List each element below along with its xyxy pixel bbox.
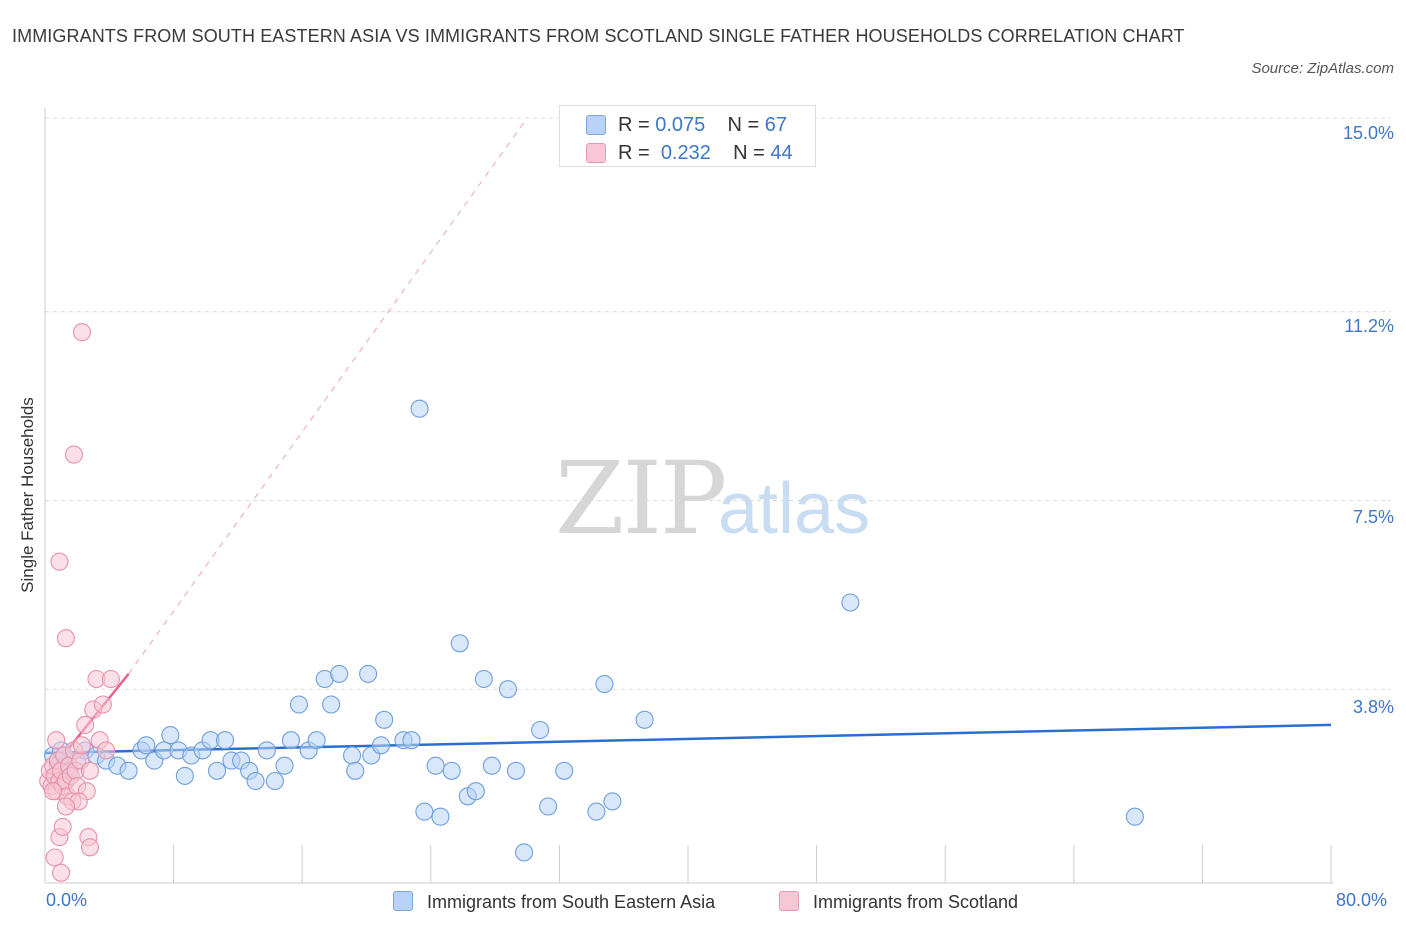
point-scotland-35: [52, 863, 71, 882]
point-scotland-33: [72, 323, 92, 342]
point-scotland-27: [93, 695, 112, 714]
point-asia-36: [342, 746, 362, 765]
point-asia-35: [330, 664, 349, 683]
point-asia-34: [322, 695, 341, 714]
point-asia-49: [450, 634, 469, 653]
point-scotland-32: [64, 445, 83, 464]
point-scotland-41: [43, 782, 63, 801]
trend-line-scotland-extension: [128, 117, 528, 675]
point-asia-63: [635, 710, 654, 729]
point-asia-20: [207, 761, 227, 780]
point-asia-58: [539, 797, 558, 816]
point-asia-60: [587, 802, 606, 821]
point-asia-51: [466, 782, 485, 801]
point-asia-47: [431, 807, 450, 826]
point-asia-11: [137, 736, 156, 755]
point-asia-28: [275, 756, 294, 775]
y-tick-label-3: 3.8%: [1352, 697, 1394, 717]
y-tick-label-11: 11.2%: [1344, 316, 1394, 336]
point-scotland-28: [97, 741, 116, 760]
point-scotland-30: [50, 552, 69, 571]
point-asia-61: [595, 675, 614, 694]
point-asia-41: [375, 710, 394, 729]
point-scotland-31: [56, 629, 75, 648]
legend-swatch-asia: [393, 891, 413, 911]
point-asia-48: [442, 761, 461, 780]
point-asia-40: [371, 736, 391, 755]
point-asia-32: [307, 731, 326, 750]
stats-legend: R = 0.075 N = 67 R = 0.232 N = 44: [559, 105, 816, 167]
point-asia-37: [346, 761, 365, 780]
trend-lines: [44, 117, 1332, 777]
point-asia-52: [474, 669, 493, 689]
data-points: [39, 323, 1144, 882]
point-asia-21: [215, 731, 235, 750]
y-tick-label-15: 15.0%: [1342, 123, 1394, 143]
point-asia-27: [265, 771, 284, 791]
legend-text-asia: R = 0.075 N = 67: [618, 114, 788, 136]
point-scotland-21: [76, 715, 95, 734]
point-asia-46: [426, 756, 445, 775]
point-asia-43: [402, 731, 421, 750]
legend-swatch-scotland: [779, 891, 799, 911]
point-scotland-29: [101, 669, 120, 689]
point-asia-65: [1125, 807, 1144, 826]
axes: [44, 108, 1333, 884]
x-tick-label-max: 80.0%: [1336, 890, 1388, 910]
point-scotland-34: [45, 848, 64, 867]
chart-title: IMMIGRANTS FROM SOUTH EASTERN ASIA VS IM…: [12, 26, 1185, 46]
point-scotland-23: [80, 761, 100, 780]
point-asia-38: [359, 664, 378, 683]
watermark-atlas: atlas: [718, 469, 871, 549]
point-asia-29: [281, 731, 300, 750]
point-scotland-43: [47, 731, 66, 750]
point-asia-44: [410, 399, 429, 418]
legend-text-scotland: R = 0.232 N = 44: [618, 142, 793, 164]
point-scotland-40: [53, 817, 72, 836]
point-scotland-42: [56, 797, 75, 816]
point-asia-53: [482, 756, 501, 775]
point-asia-56: [514, 843, 534, 862]
point-asia-14: [161, 726, 180, 745]
point-asia-59: [555, 761, 574, 780]
point-asia-9: [119, 761, 138, 780]
point-asia-26: [257, 741, 276, 760]
y-tick-label-7: 7.5%: [1352, 507, 1394, 527]
point-asia-64: [841, 593, 860, 612]
chart-source: Source: ZipAtlas.com: [1251, 60, 1394, 77]
point-asia-30: [289, 695, 309, 714]
point-asia-57: [531, 720, 550, 740]
point-scotland-38: [80, 838, 100, 857]
grid-lines: [45, 117, 1391, 690]
point-asia-16: [175, 766, 194, 785]
legend-label-asia: Immigrants from South Eastern Asia: [427, 892, 716, 912]
legend-swatch-scotland: [586, 143, 606, 163]
legend-swatch-asia: [586, 115, 606, 135]
watermark-zip: ZIP: [555, 440, 727, 557]
point-asia-25: [246, 771, 265, 791]
point-asia-62: [603, 792, 622, 811]
point-asia-55: [506, 761, 526, 780]
x-tick-label-min: 0.0%: [46, 890, 88, 910]
point-asia-54: [498, 680, 518, 699]
trend-line-asia: [44, 723, 1332, 755]
legend-label-scotland: Immigrants from Scotland: [813, 892, 1019, 912]
point-scotland-20: [72, 736, 92, 755]
point-asia-45: [415, 802, 434, 821]
